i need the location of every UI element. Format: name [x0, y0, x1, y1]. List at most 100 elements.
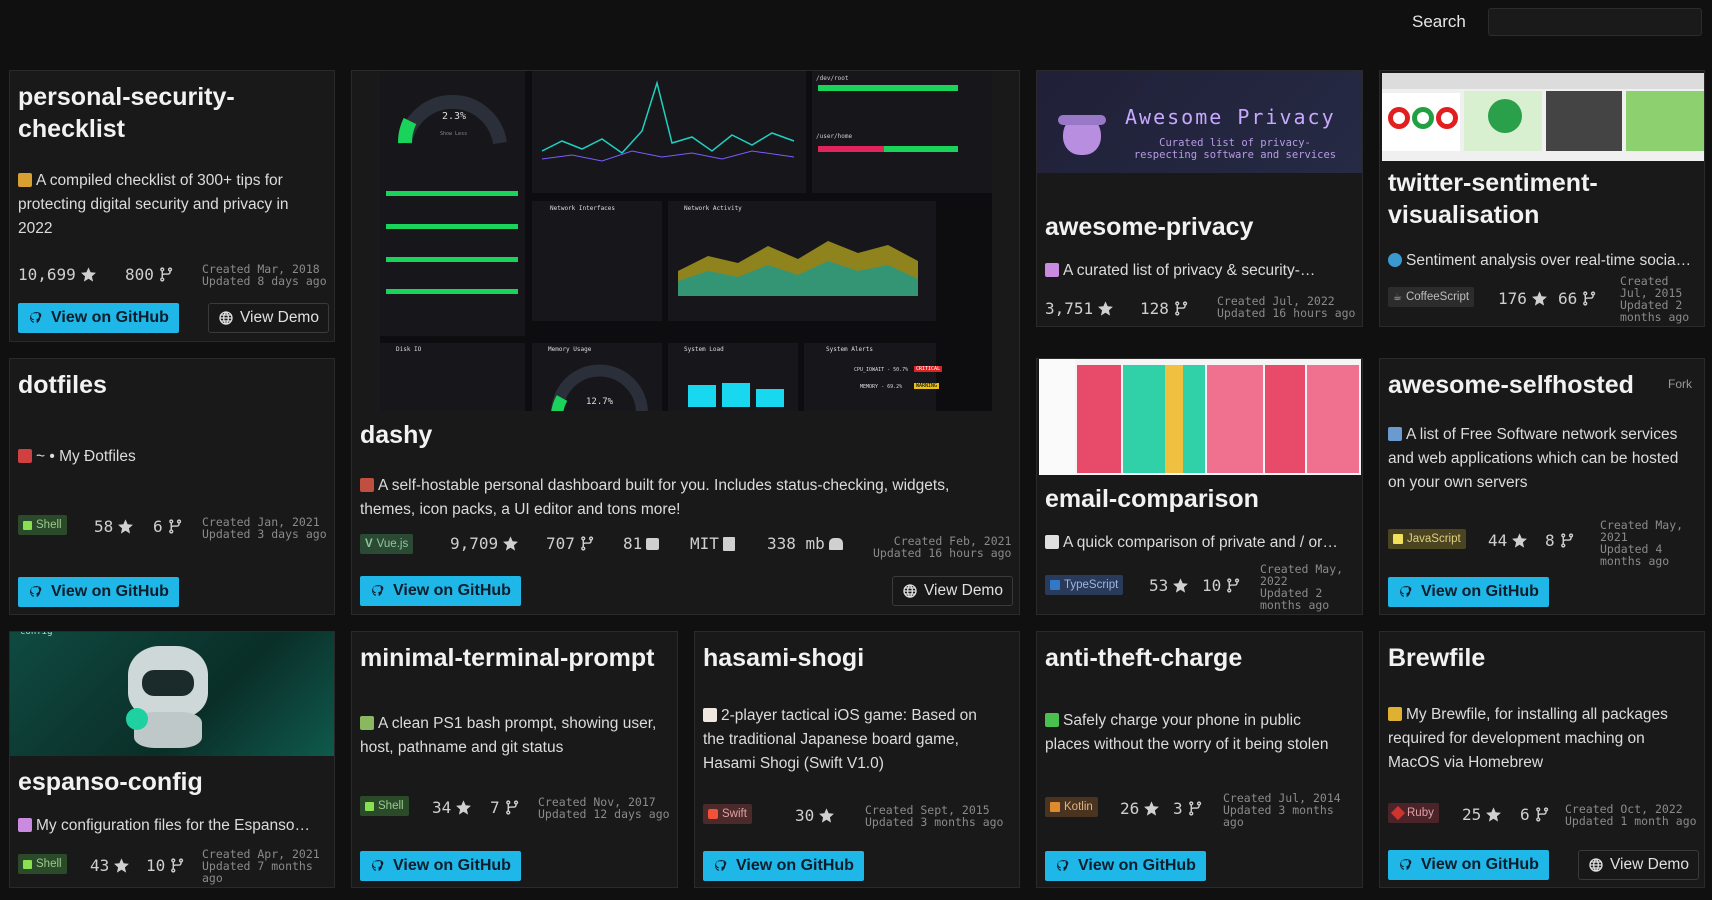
repo-title[interactable]: email-comparison	[1045, 485, 1259, 513]
repo-dates: Created Jul, 2022 Updated 16 hours ago	[1217, 294, 1356, 320]
computer-emoji-icon	[1388, 427, 1402, 441]
fork-label: Fork	[1668, 377, 1692, 391]
ruby-icon	[1390, 805, 1406, 821]
fork-icon	[1559, 532, 1576, 549]
repo-description: A compiled checklist of 300+ tips for pr…	[18, 172, 289, 237]
view-on-github-button[interactable]: View on GitHub	[360, 576, 521, 606]
repo-card-anti-theft-charge: anti-theft-charge Safely charge your pho…	[1036, 631, 1363, 888]
star-count: 26	[1120, 799, 1160, 818]
repo-title[interactable]: twitter-sentiment-visualisation	[1388, 169, 1598, 229]
banner-title: Awesome Privacy	[1125, 105, 1336, 129]
star-icon	[502, 535, 519, 552]
repo-description: My Brewfile, for installing all packages…	[1388, 706, 1668, 771]
battery-emoji-icon	[1045, 713, 1059, 727]
espanso-banner-image[interactable]: config	[10, 632, 334, 756]
view-on-github-button[interactable]: View on GitHub	[1045, 851, 1206, 881]
repo-card-dotfiles: dotfiles ~ • My Ðotfiles Shell 58 6 Crea…	[9, 358, 335, 615]
repo-dates: Created May, 2022 Updated 2 months ago	[1260, 562, 1344, 612]
repo-description: A curated list of privacy & security-…	[1045, 259, 1355, 283]
fork-count: 6	[153, 517, 184, 536]
view-on-github-button[interactable]: View on GitHub	[703, 851, 864, 881]
view-on-github-button[interactable]: View on GitHub	[18, 577, 179, 607]
repo-dates: Created Sept, 2015 Updated 3 months ago	[865, 803, 1004, 829]
privacy-mascot-hat	[1058, 115, 1106, 125]
memory-usage-label: Memory Usage	[548, 346, 592, 353]
star-count: 44	[1488, 531, 1528, 550]
unicorn-emoji-icon	[1045, 263, 1059, 277]
fork-count: 66	[1558, 289, 1598, 308]
espanso-logo-icon	[126, 708, 148, 730]
star-count: 58	[94, 517, 134, 536]
repo-title[interactable]: anti-theft-charge	[1045, 644, 1243, 672]
shell-icon	[23, 859, 32, 869]
repo-card-personal-security-checklist: personal-security-checklist A compiled c…	[9, 70, 335, 342]
repo-title[interactable]: minimal-terminal-prompt	[360, 644, 655, 672]
repo-card-hasami-shogi: hasami-shogi 2-player tactical iOS game:…	[694, 631, 1020, 888]
star-icon	[1143, 800, 1160, 817]
dashy-preview-image[interactable]: 2.3% Show Less /dev/root /user/home Netw…	[380, 71, 992, 415]
email-comparison-preview-image[interactable]	[1039, 359, 1361, 475]
repo-dates: Created Jul, 2015 Updated 2 months ago	[1620, 274, 1690, 324]
repo-title[interactable]: Brewfile	[1388, 644, 1486, 672]
github-icon	[28, 310, 45, 327]
critical-badge: CRITICAL	[914, 366, 943, 372]
network-interfaces-label: Network Interfaces	[550, 205, 616, 212]
dev-root-label: /dev/root	[816, 75, 849, 82]
kotlin-icon	[1050, 802, 1060, 812]
repo-title[interactable]: espanso-config	[18, 768, 203, 796]
view-on-github-button[interactable]: View on GitHub	[1388, 850, 1549, 880]
view-on-github-button[interactable]: View on GitHub	[18, 303, 179, 333]
repo-card-twitter-sentiment-visualisation: twitter-sentiment-visualisation Sentimen…	[1379, 70, 1705, 327]
star-icon	[113, 857, 130, 874]
repo-card-awesome-privacy: Awesome Privacy Curated list of privacy-…	[1036, 70, 1363, 327]
star-icon	[80, 266, 97, 283]
repo-card-brewfile: Brewfile My Brewfile, for installing all…	[1379, 631, 1705, 888]
beer-emoji-icon	[1388, 707, 1402, 721]
view-demo-button[interactable]: View Demo	[208, 303, 329, 333]
star-count: 9,709	[450, 534, 519, 553]
github-icon	[1398, 857, 1415, 874]
system-load-label: System Load	[684, 346, 724, 353]
view-on-github-button[interactable]: View on GitHub	[1388, 577, 1549, 607]
repo-description: Safely charge your phone in public place…	[1045, 712, 1329, 753]
repo-title[interactable]: awesome-selfhosted	[1388, 371, 1634, 399]
repo-description: A clean PS1 bash prompt, showing user, h…	[360, 715, 657, 756]
star-icon	[1485, 806, 1502, 823]
repo-title[interactable]: dashy	[360, 421, 433, 449]
language-badge: Shell	[360, 796, 409, 816]
globe-emoji-icon	[1388, 253, 1402, 267]
repo-dates: Created Feb, 2021 Updated 16 hours ago	[873, 534, 1012, 560]
repo-dates: Created Jan, 2021 Updated 3 days ago	[202, 515, 327, 541]
star-count: 30	[795, 806, 835, 825]
repo-title[interactable]: dotfiles	[18, 371, 107, 399]
repo-dates: Created Nov, 2017 Updated 12 days ago	[538, 795, 670, 821]
view-demo-button[interactable]: View Demo	[892, 576, 1013, 606]
awesome-privacy-banner[interactable]: Awesome Privacy Curated list of privacy-…	[1037, 71, 1362, 173]
language-badge: Shell	[18, 515, 67, 535]
repo-title[interactable]: hasami-shogi	[703, 644, 865, 672]
repo-title[interactable]: personal-security-checklist	[18, 83, 235, 143]
github-icon	[28, 584, 45, 601]
fork-count: 7	[490, 798, 521, 817]
repo-description: 2-player tactical iOS game: Based on the…	[703, 707, 977, 772]
twitter-preview-image[interactable]	[1382, 73, 1704, 161]
repo-size: 338 mb	[767, 534, 843, 553]
unicorn-emoji-icon	[18, 818, 32, 832]
cpu-alert: CPU_IOWAIT - 50.7%	[854, 367, 909, 373]
star-icon	[1097, 300, 1114, 317]
fork-icon	[169, 857, 186, 874]
issue-count: 81	[623, 534, 660, 553]
memory-alert: MEMORY - 69.2%	[860, 384, 903, 390]
view-demo-button[interactable]: View Demo	[1578, 850, 1699, 880]
view-on-github-button[interactable]: View on GitHub	[360, 851, 521, 881]
mahjong-emoji-icon	[703, 708, 717, 722]
lock-emoji-icon	[18, 173, 32, 187]
globe-icon	[218, 310, 234, 326]
repo-title[interactable]: awesome-privacy	[1045, 213, 1254, 241]
search-input[interactable]	[1488, 8, 1702, 36]
fork-count: 707	[546, 534, 596, 553]
fork-icon	[579, 535, 596, 552]
language-badge: Swift	[703, 804, 752, 824]
repo-dates: Created Jul, 2014 Updated 3 months ago	[1223, 791, 1341, 829]
language-badge: TypeScript	[1045, 575, 1124, 595]
